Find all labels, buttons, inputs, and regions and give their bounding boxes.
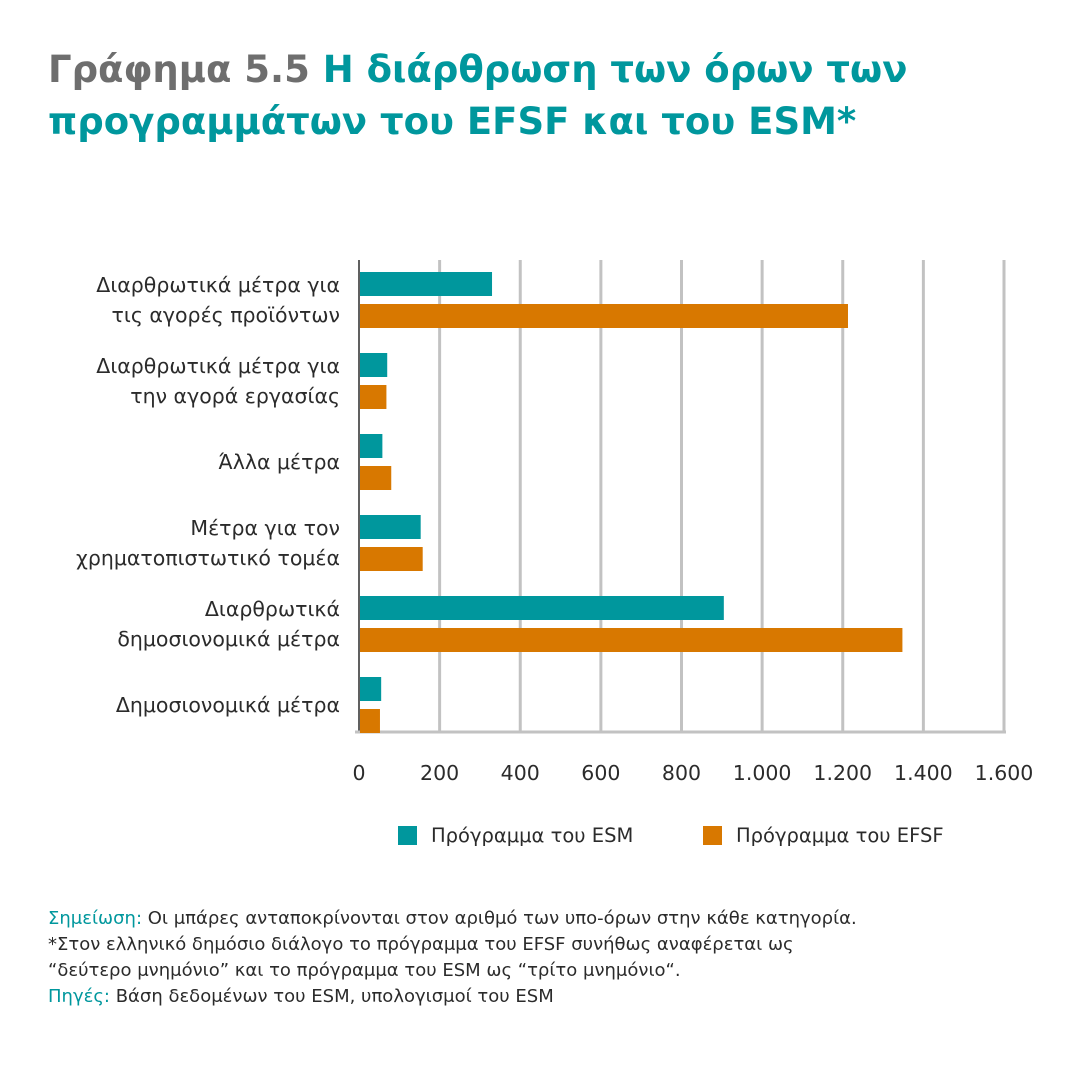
x-tick-label: 1.200 xyxy=(813,761,872,785)
bar-esm xyxy=(360,272,493,296)
legend: Πρόγραμμα του ESM Πρόγραμμα του EFSF xyxy=(0,824,1087,854)
chart-title: Γράφημα 5.5 Η διάρθρωση των όρων των προ… xyxy=(48,44,1048,148)
bar-esm xyxy=(360,434,383,458)
category-label: Μέτρα για τον xyxy=(190,516,340,540)
x-tick-label: 200 xyxy=(420,761,459,785)
category-label: τις αγορές προϊόντων xyxy=(112,303,340,327)
sources-text: Βάση δεδομένων του ESM, υπολογισμοί του … xyxy=(109,986,554,1007)
category-label: την αγορά εργασίας xyxy=(130,384,340,408)
x-tick-label: 1.600 xyxy=(975,761,1034,785)
sources-line: Πηγές: Βάση δεδομένων του ESM, υπολογισμ… xyxy=(48,984,1058,1010)
note-text: Οι μπάρες ανταποκρίνονται στον αριθμό τω… xyxy=(142,908,857,929)
asterisk-line-1: *Στον ελληνικό δημόσιο διάλογο το πρόγρα… xyxy=(48,934,794,955)
category-label: Διαρθρωτικά μέτρα για xyxy=(96,354,340,378)
bar-esm xyxy=(360,677,382,701)
bar-esm xyxy=(360,515,421,539)
bar-efsf xyxy=(360,709,380,733)
legend-label-esm: Πρόγραμμα του ESM xyxy=(431,824,634,847)
chart-title-text: Η διάρθρωση των όρων των προγραμμάτων το… xyxy=(48,48,908,143)
legend-swatch-esm xyxy=(398,826,417,845)
sources-label: Πηγές: xyxy=(48,986,110,1007)
bar-chart: 0 200 400 600 800 1.000 1.200 1.400 1.600 Διαρθρω… xyxy=(76,260,1034,785)
category-label: Διαρθρωτικά xyxy=(205,597,340,621)
x-tick-label: 1.000 xyxy=(733,761,792,785)
asterisk-line-2: “δεύτερο μνημόνιο” και το πρόγραμμα του … xyxy=(48,960,681,981)
note-label: Σημείωση: xyxy=(48,908,143,929)
note-line: Σημείωση: Οι μπάρες ανταποκρίνονται στον… xyxy=(48,906,1058,932)
x-tick-label: 400 xyxy=(501,761,540,785)
x-tick-label: 800 xyxy=(662,761,701,785)
legend-item-efsf: Πρόγραμμα του EFSF xyxy=(703,824,944,847)
legend-swatch-efsf xyxy=(703,826,722,845)
x-tick-label: 600 xyxy=(581,761,620,785)
category-label: Διαρθρωτικά μέτρα για xyxy=(96,273,340,297)
category-label: χρηματοπιστωτικό τομέα xyxy=(76,546,340,570)
x-tick-label: 1.400 xyxy=(894,761,953,785)
category-label: Δημοσιονομικά μέτρα xyxy=(116,693,340,717)
bar-efsf xyxy=(360,304,848,328)
notes: Σημείωση: Οι μπάρες ανταποκρίνονται στον… xyxy=(48,906,1058,1010)
bar-efsf xyxy=(360,547,423,571)
category-label: Άλλα μέτρα xyxy=(219,450,340,474)
bar-esm xyxy=(360,353,388,377)
legend-item-esm: Πρόγραμμα του ESM xyxy=(398,824,633,847)
category-label: δημοσιονομικά μέτρα xyxy=(117,627,340,651)
bar-efsf xyxy=(360,385,387,409)
legend-label-efsf: Πρόγραμμα του EFSF xyxy=(736,824,944,847)
bar-efsf xyxy=(360,628,903,652)
bar-esm xyxy=(360,596,724,620)
x-tick-label: 0 xyxy=(352,761,365,785)
chart-title-number: Γράφημα 5.5 xyxy=(48,48,310,91)
bar-efsf xyxy=(360,466,392,490)
